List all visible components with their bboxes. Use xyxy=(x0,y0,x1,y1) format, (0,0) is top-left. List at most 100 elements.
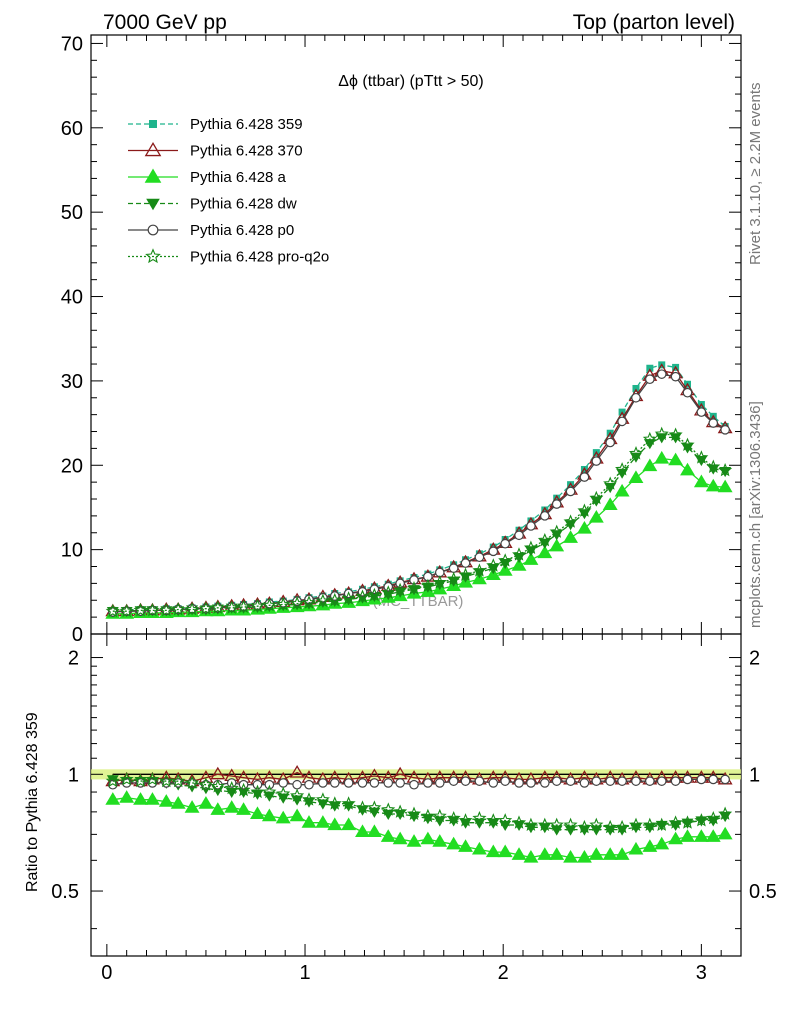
ratio-point xyxy=(185,775,200,789)
ratio-tick-label: 2 xyxy=(68,648,79,670)
data-point xyxy=(301,595,316,609)
ratio-point xyxy=(551,776,562,786)
data-point xyxy=(668,427,683,441)
ratio-point xyxy=(497,844,513,858)
ratio-point xyxy=(472,810,487,825)
data-point xyxy=(602,497,618,510)
x-tick-label: 1 xyxy=(299,962,310,984)
main-panel-frame xyxy=(90,34,742,635)
data-point xyxy=(563,530,579,543)
data-point xyxy=(198,601,213,615)
ratio-point xyxy=(680,829,695,842)
ratio-point xyxy=(563,849,579,863)
ratio-point xyxy=(523,817,538,831)
legend-label: Pythia 6.428 a xyxy=(190,169,287,186)
ratio-point xyxy=(318,778,328,788)
data-point xyxy=(589,490,604,505)
data-point xyxy=(276,597,291,611)
ratio-point xyxy=(645,776,655,786)
ratio-point xyxy=(121,778,132,788)
data-point xyxy=(577,520,592,534)
ratio-point xyxy=(252,779,263,790)
data-point xyxy=(645,374,655,385)
ratio-point xyxy=(434,778,445,788)
data-point xyxy=(588,509,604,523)
data-point xyxy=(631,392,641,403)
ratio-point xyxy=(420,808,435,823)
ratio-point xyxy=(329,778,340,788)
data-point xyxy=(107,607,118,617)
ratio-point xyxy=(642,839,658,852)
ratio-point xyxy=(224,800,240,813)
data-point xyxy=(696,407,707,417)
ratio-point xyxy=(341,796,356,810)
data-point xyxy=(565,486,576,497)
data-point xyxy=(381,585,396,599)
ratio-point xyxy=(327,796,342,810)
y-tick-label: 10 xyxy=(61,540,83,562)
data-point xyxy=(514,530,524,541)
ratio-point xyxy=(105,773,120,788)
ratio-point xyxy=(563,817,578,831)
ratio-point xyxy=(357,778,368,788)
ratio-point xyxy=(343,778,354,788)
data-point xyxy=(642,431,657,446)
data-point xyxy=(486,558,501,572)
ratio-point xyxy=(393,804,408,818)
data-point xyxy=(706,459,721,473)
data-point xyxy=(236,599,251,613)
ratio-point xyxy=(670,776,681,786)
data-point xyxy=(628,446,643,460)
data-point xyxy=(614,483,630,497)
ratio-point xyxy=(171,773,186,788)
ratio-point xyxy=(642,817,657,831)
data-point xyxy=(708,418,719,428)
ratio-point xyxy=(432,808,447,823)
ratio-point xyxy=(304,779,314,790)
ratio-point xyxy=(628,817,643,831)
ratio-point xyxy=(579,778,590,788)
ratio-point xyxy=(381,802,396,816)
ratio-point xyxy=(446,836,462,850)
data-point xyxy=(409,575,419,585)
ratio-point xyxy=(315,815,331,828)
main-panel: Δϕ (ttbar) (pTtt > 50) (MC_TTBAR) 010203… xyxy=(61,33,742,646)
x-axis: 0 1 2 3 xyxy=(101,35,722,984)
y-tick-label: 30 xyxy=(61,371,83,393)
ratio-point xyxy=(605,776,616,786)
ratio-tick-label: 1 xyxy=(68,764,79,786)
ratio-point xyxy=(355,800,370,814)
data-point xyxy=(632,384,640,392)
legend-marker xyxy=(144,168,162,183)
data-point xyxy=(526,521,536,531)
data-point xyxy=(523,552,539,565)
legend-label: Pythia 6.428 pro-q2o xyxy=(190,249,329,266)
ratio-point xyxy=(420,831,436,845)
data-point xyxy=(654,450,670,464)
mcplots-side-label: mcplots.cern.ch [arXiv:1306.3436] xyxy=(747,401,764,628)
ratio-point xyxy=(682,774,693,785)
data-point xyxy=(628,470,644,483)
legend-marker xyxy=(149,120,157,128)
ratio-point xyxy=(383,778,394,788)
ratio-point xyxy=(170,796,186,809)
legend-marker xyxy=(146,198,160,211)
ratio-point xyxy=(695,816,708,827)
data-point xyxy=(500,538,510,549)
ratio-point xyxy=(144,792,160,805)
legend-item-pythia-6-428-370: Pythia 6.428 370 xyxy=(128,142,303,160)
y-tick-label: 60 xyxy=(61,118,83,140)
y-tick-label: 70 xyxy=(61,33,83,55)
data-point xyxy=(159,602,174,617)
ratio-point xyxy=(315,792,330,806)
header-energy-label: 7000 GeV pp xyxy=(103,11,227,34)
data-point xyxy=(342,595,355,606)
data-point xyxy=(367,587,382,602)
ratio-point xyxy=(693,829,709,842)
legend-item-pythia-6-428-dw: Pythia 6.428 dw xyxy=(128,196,297,213)
ratio-point xyxy=(588,847,604,860)
ratio-point xyxy=(264,779,275,790)
ratio-tick-label-right: 1 xyxy=(749,764,760,786)
data-point xyxy=(407,581,422,595)
ratio-point xyxy=(198,796,214,809)
